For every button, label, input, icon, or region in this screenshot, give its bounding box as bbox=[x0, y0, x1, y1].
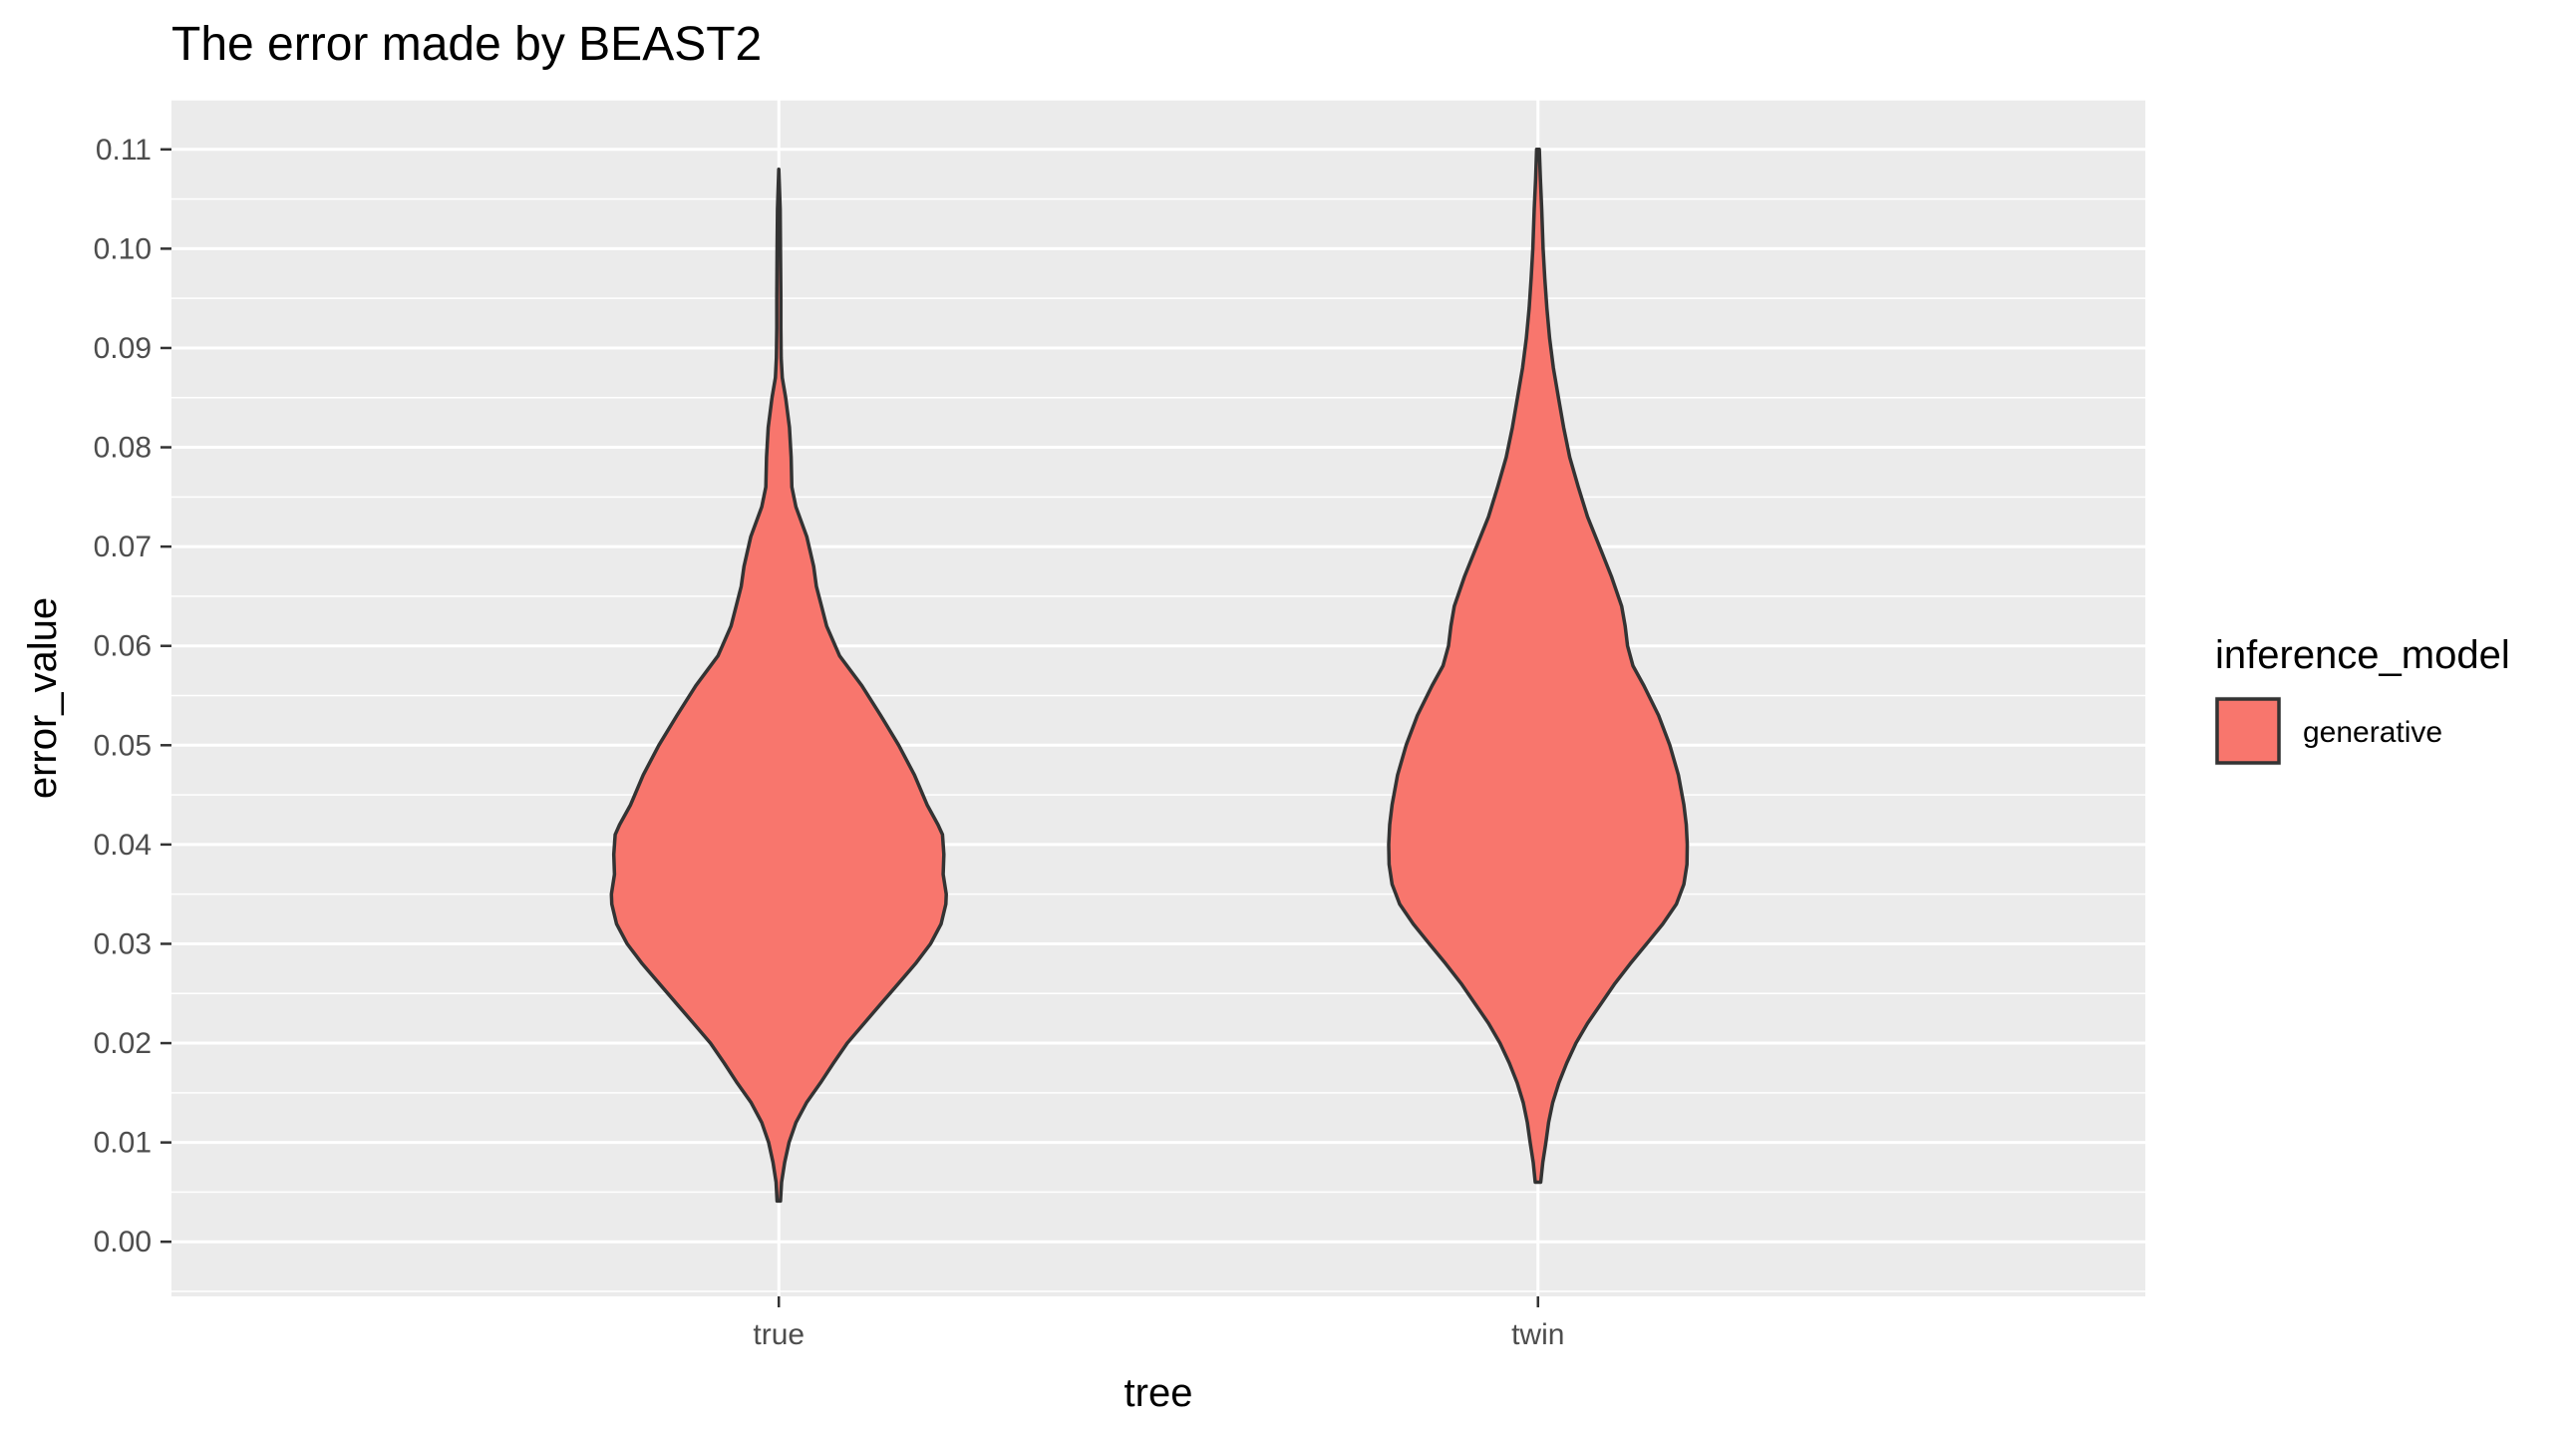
legend: inference_model generative bbox=[2215, 633, 2510, 766]
y-tick-label: 0.09 bbox=[94, 332, 152, 365]
y-tick-label: 0.01 bbox=[94, 1127, 152, 1160]
x-tick-label: true bbox=[753, 1318, 805, 1351]
legend-entry-label: generative bbox=[2303, 716, 2442, 749]
y-axis: 0.00 0.01 0.02 0.03 0.04 0.05 0.06 0.07 0.08 0.09… bbox=[94, 134, 171, 1258]
y-tick-label: 0.04 bbox=[94, 829, 152, 862]
legend-title: inference_model bbox=[2215, 633, 2510, 677]
violin-twin bbox=[1387, 148, 1690, 1185]
y-tick-label: 0.11 bbox=[96, 134, 152, 167]
y-tick-label: 0.00 bbox=[94, 1226, 152, 1258]
legend-key-swatch bbox=[2215, 697, 2281, 765]
y-axis-title: error_value bbox=[21, 597, 65, 799]
x-axis: true twin bbox=[753, 1296, 1564, 1351]
y-tick-label: 0.03 bbox=[94, 927, 152, 960]
x-axis-title: tree bbox=[1125, 1371, 1193, 1415]
x-tick-label: twin bbox=[1511, 1318, 1564, 1351]
y-tick-label: 0.06 bbox=[94, 630, 152, 663]
y-tick-label: 0.08 bbox=[94, 432, 152, 465]
y-tick-label: 0.05 bbox=[94, 729, 152, 762]
y-tick-label: 0.07 bbox=[94, 531, 152, 563]
chart-title: The error made by BEAST2 bbox=[171, 18, 762, 71]
y-tick-label: 0.02 bbox=[94, 1027, 152, 1060]
plot-panel bbox=[171, 100, 2145, 1296]
violins bbox=[609, 148, 1690, 1204]
legend-entries: generative bbox=[2215, 696, 2442, 766]
y-tick-label: 0.10 bbox=[94, 232, 152, 265]
violin-true bbox=[609, 167, 948, 1204]
grid-lines bbox=[171, 99, 2145, 1296]
